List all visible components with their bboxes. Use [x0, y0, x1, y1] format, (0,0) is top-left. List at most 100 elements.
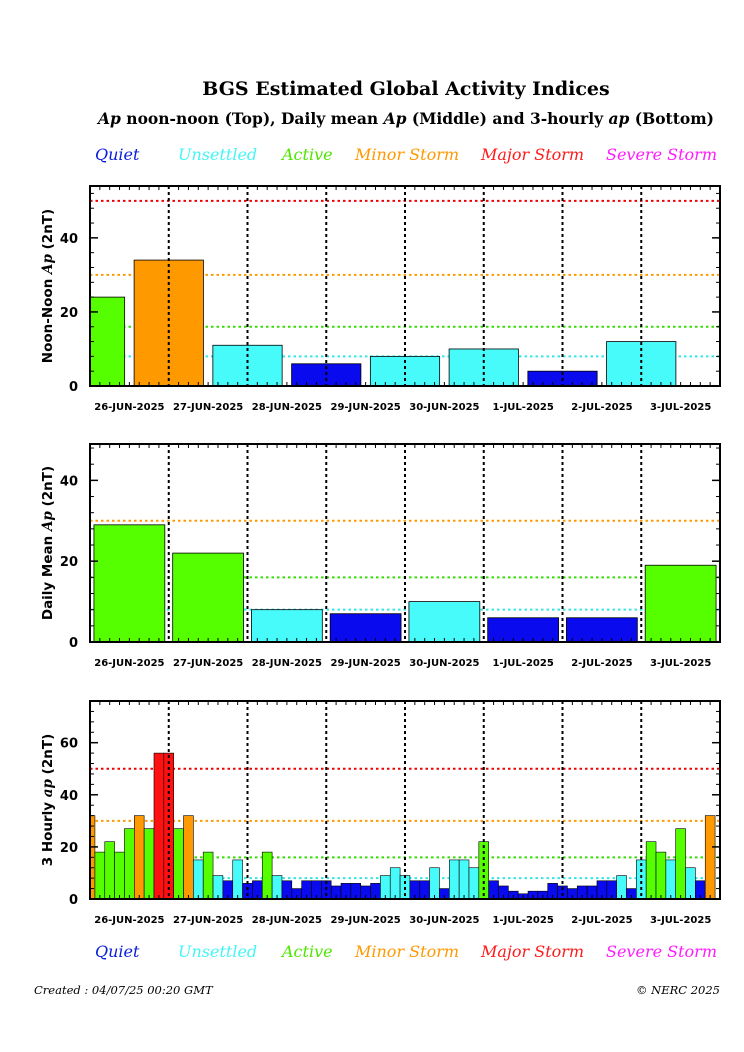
bar	[655, 851, 667, 899]
plot-frame	[89, 185, 721, 387]
y-axis-label-prefix: Noon-Noon	[40, 274, 56, 363]
bar	[114, 851, 125, 899]
date-label: 29-JUN-2025	[330, 402, 400, 413]
plot-frame	[89, 443, 721, 643]
y-axis-label: Noon-Noon Ap (2nT)	[40, 209, 56, 363]
bar	[163, 752, 174, 899]
legend-minor-storm: Minor Storm	[355, 942, 460, 961]
y-tick-label: 40	[60, 474, 78, 489]
date-label: 30-JUN-2025	[409, 915, 479, 926]
legend-top: Quiet Unsettled Active Minor Storm Major…	[0, 145, 744, 167]
date-label: 30-JUN-2025	[409, 402, 479, 413]
legend-bottom: Quiet Unsettled Active Minor Storm Major…	[0, 942, 744, 964]
date-label: 1-JUL-2025	[492, 658, 553, 669]
created-timestamp: Created : 04/07/25 00:20 GMT	[34, 983, 213, 997]
y-tick-label: 40	[60, 232, 78, 247]
bar	[369, 355, 441, 386]
bar	[183, 815, 194, 899]
bar	[429, 867, 440, 899]
date-label: 27-JUN-2025	[173, 915, 243, 926]
bar	[153, 752, 165, 899]
bar	[90, 296, 126, 386]
subtitle-ap-symbol-2: Ap	[383, 109, 407, 128]
chart-title: BGS Estimated Global Activity Indices	[202, 78, 610, 100]
y-tick-label: 60	[60, 737, 78, 752]
bar	[389, 867, 401, 899]
legend-severe-storm: Severe Storm	[606, 942, 717, 961]
subtitle-part3: (Bottom)	[629, 109, 714, 128]
y-tick-label: 20	[60, 306, 78, 321]
legend-active: Active	[282, 942, 333, 961]
date-label: 3-JUL-2025	[650, 658, 711, 669]
y-axis-label: Daily Mean Ap (2nT)	[40, 466, 56, 620]
bar	[93, 524, 166, 642]
bar	[665, 859, 677, 899]
date-label: 27-JUN-2025	[173, 402, 243, 413]
legend-minor-storm: Minor Storm	[355, 145, 460, 164]
date-label: 26-JUN-2025	[94, 915, 164, 926]
y-axis-label-unit: (2nT)	[40, 734, 56, 779]
chart-subtitle: Ap noon-noon (Top), Daily mean Ap (Middl…	[0, 109, 744, 128]
bar	[173, 828, 184, 899]
date-label: 3-JUL-2025	[650, 915, 711, 926]
bar	[329, 613, 402, 642]
bar	[468, 867, 480, 899]
bar	[172, 552, 244, 642]
bar	[242, 883, 253, 899]
bar	[685, 867, 696, 899]
y-tick-label: 0	[69, 636, 78, 651]
bar	[644, 564, 717, 642]
legend-major-storm: Major Storm	[481, 942, 585, 961]
bar	[104, 841, 115, 899]
bar	[487, 617, 559, 642]
subtitle-part2: (Middle) and 3-hourly	[406, 109, 609, 128]
date-label: 1-JUL-2025	[492, 915, 553, 926]
bar	[458, 859, 470, 899]
y-tick-label: 40	[60, 789, 78, 804]
date-label: 2-JUL-2025	[571, 658, 632, 669]
date-label: 29-JUN-2025	[330, 915, 400, 926]
subtitle-ap-symbol-3: ap	[608, 109, 630, 128]
y-axis-label-unit: (2nT)	[40, 209, 56, 254]
y-axis-label: 3 Hourly ap (2nT)	[40, 734, 56, 867]
date-label: 26-JUN-2025	[94, 402, 164, 413]
bar	[408, 601, 481, 642]
panel-daily-mean: 0 20 40 26-JUN-2025 27-JUN-2025 28-JUN-2025 29…	[40, 443, 721, 669]
y-axis-label-prefix: Daily Mean	[40, 531, 56, 620]
panel-three-hourly: 0 20 40 60 26-JUN-2025 27-JUN-2025 28-JUN-2025…	[40, 700, 721, 926]
plot-frame	[89, 700, 721, 900]
bar	[566, 617, 638, 642]
plot-area	[90, 701, 720, 899]
legend-major-storm: Major Storm	[481, 145, 585, 164]
date-label: 26-JUN-2025	[94, 658, 164, 669]
bar	[124, 828, 135, 899]
panel-noon-noon: 0 20 40 26-JUN-2025 27-JUN-2025 28-JUN-2025 29…	[40, 185, 721, 413]
legend-quiet: Quiet	[95, 942, 140, 961]
bar	[448, 859, 460, 899]
date-label: 1-JUL-2025	[492, 402, 553, 413]
date-label: 28-JUN-2025	[252, 658, 322, 669]
bar	[645, 841, 657, 899]
legend-unsettled: Unsettled	[178, 145, 258, 164]
y-tick-label: 20	[60, 555, 78, 570]
date-label: 28-JUN-2025	[252, 915, 322, 926]
y-axis-label-symbol: Ap	[40, 254, 56, 276]
copyright-notice: © NERC 2025	[636, 983, 720, 997]
date-label: 27-JUN-2025	[173, 658, 243, 669]
date-label: 28-JUN-2025	[252, 402, 322, 413]
legend-active: Active	[282, 145, 333, 164]
y-axis-label-unit: (2nT)	[40, 466, 56, 511]
date-label: 2-JUL-2025	[571, 915, 632, 926]
plot-area	[90, 186, 720, 386]
bar	[202, 851, 214, 899]
bar	[251, 609, 323, 642]
date-label: 30-JUN-2025	[409, 658, 479, 669]
bar	[143, 828, 155, 899]
bar	[133, 259, 204, 386]
y-axis-label-symbol: Ap	[40, 511, 56, 533]
bar	[704, 815, 716, 899]
bar	[133, 815, 145, 899]
plot-area	[90, 444, 720, 642]
legend-severe-storm: Severe Storm	[606, 145, 717, 164]
